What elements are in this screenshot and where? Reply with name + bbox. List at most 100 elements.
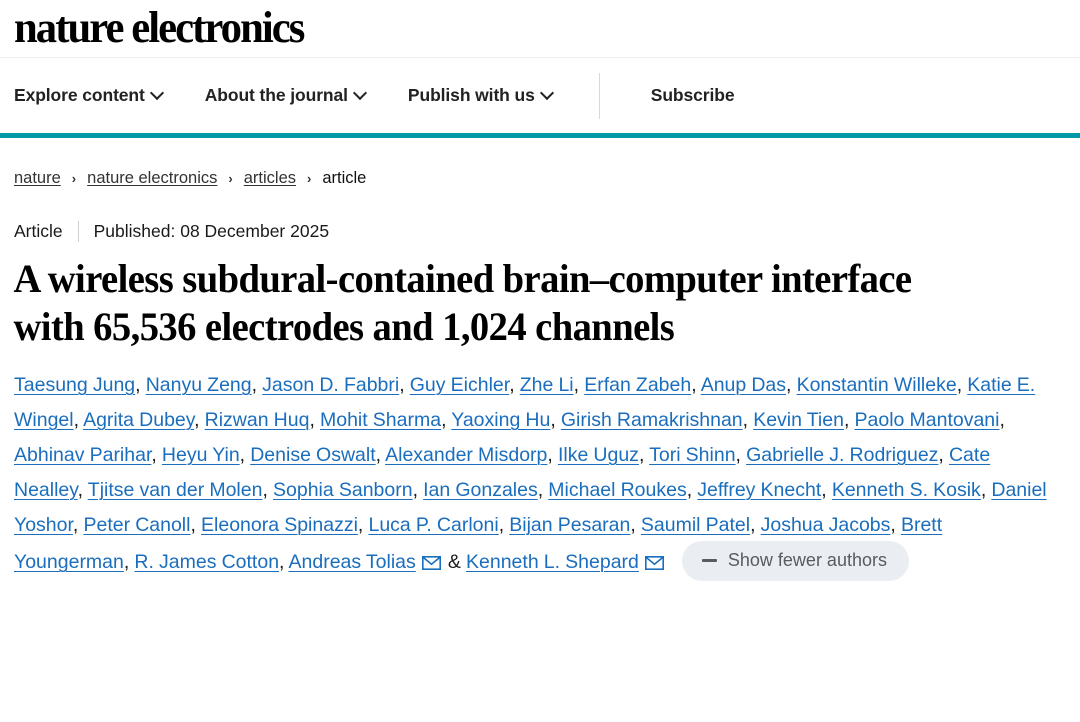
author-separator: , — [399, 374, 410, 396]
breadcrumb-item-nature-electronics[interactable]: nature electronics — [87, 169, 218, 187]
nav-item-publish-with-us[interactable]: Publish with us — [408, 85, 553, 106]
author-link[interactable]: Abhinav Parihar — [14, 444, 152, 466]
nav-item-subscribe[interactable]: Subscribe — [651, 85, 735, 106]
corresponding-author-envelope-icon[interactable] — [644, 556, 664, 571]
author-link[interactable]: Heyu Yin — [161, 444, 240, 466]
chevron-down-icon — [542, 88, 553, 99]
author-link[interactable]: Joshua Jacobs — [760, 514, 891, 536]
author-separator: , — [77, 479, 88, 501]
author-link[interactable]: Alexander Misdorp — [385, 444, 548, 466]
breadcrumb-item-nature[interactable]: nature — [14, 169, 61, 187]
breadcrumb-separator-icon: › — [71, 171, 77, 186]
corresponding-author-envelope-icon[interactable] — [421, 556, 441, 571]
author-separator: , — [999, 409, 1005, 431]
author-separator: , — [151, 444, 162, 466]
author-separator: , — [980, 479, 992, 501]
author-separator: , — [262, 479, 274, 501]
author-separator: , — [194, 409, 205, 431]
author-link[interactable]: Rizwan Huq — [204, 409, 310, 431]
author-link[interactable]: Kenneth L. Shepard — [466, 551, 639, 574]
author-link[interactable]: Brett Youngerman — [14, 514, 943, 574]
page-title: A wireless subdural-contained brain–comp… — [13, 256, 913, 349]
author-separator: , — [509, 374, 520, 396]
author-separator: , — [630, 514, 641, 536]
author-link[interactable]: Eleonora Spinazzi — [201, 514, 358, 536]
author-separator: , — [786, 374, 797, 396]
breadcrumb-separator-icon: › — [228, 171, 233, 186]
author-link[interactable]: Girish Ramakrishnan — [560, 409, 743, 431]
nav-item-explore-content[interactable]: Explore content — [14, 85, 163, 106]
author-link[interactable]: Yaoxing Hu — [451, 409, 551, 431]
site-masthead: nature electronics — [0, 0, 1080, 58]
author-link[interactable]: Ian Gonzales — [423, 479, 538, 501]
breadcrumb-item-articles[interactable]: articles — [243, 169, 296, 187]
chevron-down-icon — [152, 88, 163, 99]
author-link[interactable]: Konstantin Willeke — [796, 374, 957, 396]
author-link[interactable]: Taesung Jung — [14, 374, 136, 396]
author-link[interactable]: R. James Cotton — [134, 551, 280, 574]
article-type: Article — [14, 221, 63, 241]
author-separator: , — [638, 444, 650, 466]
author-link[interactable]: Kenneth S. Kosik — [831, 479, 981, 501]
show-fewer-authors-button[interactable]: Show fewer authors — [681, 541, 909, 581]
breadcrumb: nature › nature electronics › articles ›… — [0, 138, 1080, 188]
author-link[interactable]: Zhe Li — [519, 374, 574, 396]
journal-title[interactable]: nature electronics — [14, 2, 305, 52]
author-separator: , — [309, 409, 320, 431]
nav-label: Explore content — [14, 85, 145, 105]
author-link[interactable]: Tjitse van der Molen — [87, 479, 263, 501]
author-separator: , — [279, 551, 289, 574]
author-link[interactable]: Agrita Dubey — [83, 409, 195, 431]
author-link[interactable]: Gabrielle J. Rodriguez — [746, 444, 939, 466]
author-link[interactable]: Jason D. Fabbri — [262, 374, 400, 396]
nav-label: Subscribe — [650, 85, 735, 105]
author-link[interactable]: Saumil Patel — [640, 514, 751, 536]
author-link[interactable]: Denise Oswalt — [250, 444, 376, 466]
author-separator: , — [890, 514, 901, 536]
author-separator: , — [956, 374, 968, 396]
author-link[interactable]: Nanyu Zeng — [145, 374, 252, 396]
author-link[interactable]: Erfan Zabeh — [584, 374, 692, 396]
author-separator: , — [735, 444, 747, 466]
author-link[interactable]: Katie E. Wingel — [14, 374, 1036, 431]
nav-item-about-the-journal[interactable]: About the journal — [205, 85, 366, 106]
author-separator: , — [843, 409, 855, 431]
author-separator: , — [251, 374, 263, 396]
author-separator: , — [441, 409, 452, 431]
author-link[interactable]: Jeffrey Knecht — [697, 479, 822, 501]
author-link[interactable]: Luca P. Carloni — [368, 514, 499, 536]
nav-divider — [598, 72, 600, 119]
author-separator: , — [550, 409, 561, 431]
author-link[interactable]: Michael Roukes — [548, 479, 687, 501]
author-separator: , — [357, 514, 369, 536]
author-link[interactable]: Mohit Sharma — [319, 409, 442, 431]
author-link[interactable]: Kevin Tien — [753, 409, 844, 431]
author-link[interactable]: Tori Shinn — [649, 444, 736, 466]
author-separator: , — [750, 514, 761, 536]
author-link[interactable]: Cate Nealley — [14, 444, 991, 501]
author-separator: , — [821, 479, 832, 501]
author-link[interactable]: Bijan Pesaran — [509, 514, 631, 536]
author-link[interactable]: Peter Canoll — [83, 514, 191, 536]
show-fewer-authors-label: Show fewer authors — [727, 550, 887, 570]
meta-divider — [77, 221, 79, 242]
author-link[interactable]: Sophia Sanborn — [273, 479, 413, 501]
chevron-down-icon — [355, 88, 366, 99]
primary-navigation: Explore content About the journal Publis… — [0, 58, 1080, 138]
author-separator: , — [73, 409, 84, 431]
author-link[interactable]: Anup Das — [700, 374, 787, 396]
author-separator: & — [442, 551, 467, 574]
author-link[interactable]: Andreas Tolias — [288, 551, 416, 574]
author-link[interactable]: Guy Eichler — [409, 374, 510, 396]
author-separator: , — [547, 444, 558, 466]
author-separator: , — [686, 479, 698, 501]
author-link[interactable]: Paolo Mantovani — [854, 409, 1000, 431]
nav-label: Publish with us — [407, 85, 535, 105]
author-separator: , — [190, 514, 202, 536]
author-separator: , — [239, 444, 251, 466]
author-separator: , — [412, 479, 424, 501]
author-link[interactable]: Daniel Yoshor — [14, 479, 1047, 536]
author-separator: , — [123, 551, 135, 574]
author-link[interactable]: Ilke Uguz — [557, 444, 639, 466]
